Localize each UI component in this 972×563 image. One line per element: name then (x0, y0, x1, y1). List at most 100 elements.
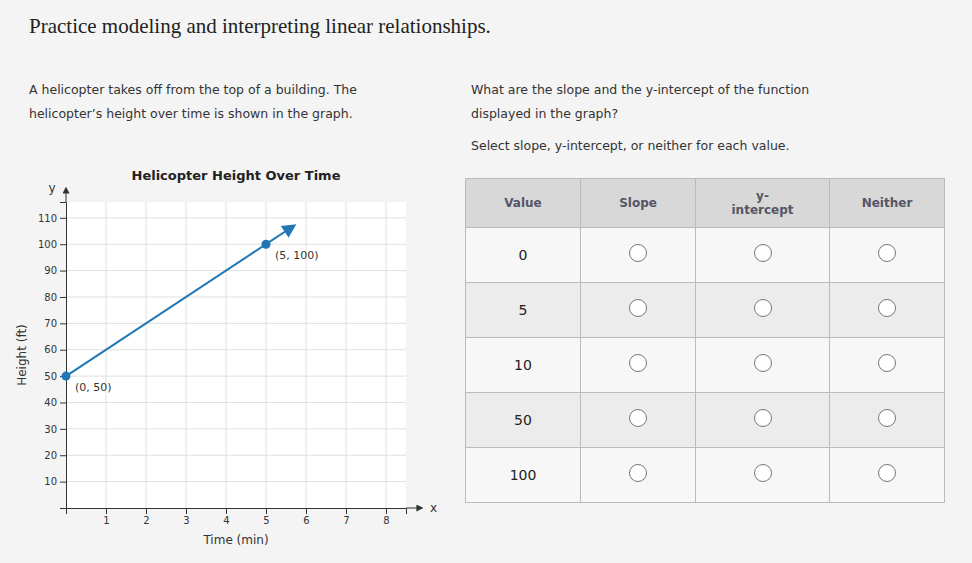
value-cell: 10 (466, 338, 581, 393)
y-axis-arrow (66, 188, 67, 202)
tick-label: 4 (223, 515, 229, 526)
choice-cell (830, 338, 945, 393)
choice-cell (830, 393, 945, 448)
point-label: (0, 50) (75, 381, 112, 394)
grid-line (66, 244, 406, 245)
radio-option[interactable] (629, 464, 647, 482)
question-text: displayed in the graph? (471, 106, 618, 121)
x-axis-arrow (406, 508, 422, 509)
table-header: Neither (830, 179, 945, 228)
answer-table: ValueSlopey- interceptNeither051050100 (465, 178, 945, 503)
y-tick: 30 (44, 424, 66, 435)
radio-option[interactable] (629, 354, 647, 372)
chart-title: Helicopter Height Over Time (132, 168, 341, 183)
tick-label: 2 (143, 515, 149, 526)
tick-label: 1 (103, 515, 109, 526)
tick-label: 100 (38, 239, 57, 250)
x-tick: 8 (383, 508, 389, 526)
plot-area (62, 226, 295, 381)
tick-mark (60, 218, 66, 219)
choice-cell (696, 228, 830, 283)
grid-line (186, 202, 187, 508)
table-head: ValueSlopey- interceptNeither (466, 179, 945, 228)
grid-line (346, 202, 347, 508)
radio-option[interactable] (629, 299, 647, 317)
radio-option[interactable] (754, 409, 772, 427)
choice-cell (830, 283, 945, 338)
tick-mark (346, 508, 347, 514)
choice-cell (581, 393, 696, 448)
table-row: 100 (466, 448, 945, 503)
tick-mark (226, 508, 227, 514)
x-axis-line (67, 509, 407, 515)
radio-option[interactable] (629, 244, 647, 262)
tick-label: 8 (383, 515, 389, 526)
y-tick: 70 (44, 318, 66, 329)
chart: 12345678102030405060708090100110xyHelico… (8, 162, 448, 554)
radio-option[interactable] (878, 464, 896, 482)
tick-label: 7 (343, 515, 349, 526)
grid-line (66, 349, 406, 350)
grid-line (66, 455, 406, 456)
grid-line (66, 270, 406, 271)
choice-cell (696, 448, 830, 503)
intro-text: helicopter’s height over time is shown i… (29, 106, 353, 121)
choice-cell (830, 228, 945, 283)
data-point (62, 372, 71, 381)
radio-option[interactable] (754, 244, 772, 262)
tick-mark (60, 297, 66, 298)
y-tick: 110 (38, 213, 66, 224)
grid-line (66, 428, 406, 429)
x-tick: 3 (183, 508, 189, 526)
tick-mark (60, 402, 66, 403)
tick-label: 70 (44, 318, 57, 329)
tick-label: 40 (44, 397, 57, 408)
choice-cell (830, 448, 945, 503)
y-tick: 80 (44, 292, 66, 303)
grid-line (106, 202, 107, 508)
axis-symbol: x (430, 501, 437, 515)
choice-cell (581, 228, 696, 283)
tick-label: 50 (44, 371, 57, 382)
radio-option[interactable] (629, 409, 647, 427)
choice-cell (696, 338, 830, 393)
radio-option[interactable] (878, 409, 896, 427)
tick-label: 5 (263, 515, 269, 526)
page-title: Practice modeling and interpreting linea… (29, 14, 491, 39)
tick-mark (386, 508, 387, 514)
x-tick: 5 (263, 508, 269, 526)
x-axis: 1 2 3 4 5 6 7 8 (67, 508, 407, 526)
radio-option[interactable] (878, 244, 896, 262)
grid-line (66, 376, 406, 377)
tick-label: 3 (183, 515, 189, 526)
radio-option[interactable] (754, 299, 772, 317)
tick-mark (60, 244, 66, 245)
y-axis-line (60, 203, 67, 509)
tick-mark (60, 323, 66, 324)
choice-cell (581, 448, 696, 503)
radio-option[interactable] (754, 354, 772, 372)
table-row: 50 (466, 393, 945, 448)
table-row: 0 (466, 228, 945, 283)
line-extension (266, 226, 294, 244)
table-header: Slope (581, 179, 696, 228)
tick-mark (60, 271, 66, 272)
radio-option[interactable] (878, 299, 896, 317)
y-tick: 10 (44, 476, 66, 487)
grid-line (66, 296, 406, 297)
x-tick: 6 (303, 508, 309, 526)
grid (66, 202, 406, 508)
annotations: (0, 50)(5, 100) (75, 249, 319, 394)
radio-option[interactable] (754, 464, 772, 482)
table-header: Value (466, 179, 581, 228)
grid-line (66, 402, 406, 403)
tick-label: 30 (44, 424, 57, 435)
x-tick: 1 (103, 508, 109, 526)
radio-option[interactable] (878, 354, 896, 372)
choice-cell (581, 338, 696, 393)
x-axis-title: Time (min) (202, 533, 268, 547)
grid-line (146, 202, 147, 508)
x-tick: 7 (343, 508, 349, 526)
x-tick: 2 (143, 508, 149, 526)
tick-mark (266, 508, 267, 514)
